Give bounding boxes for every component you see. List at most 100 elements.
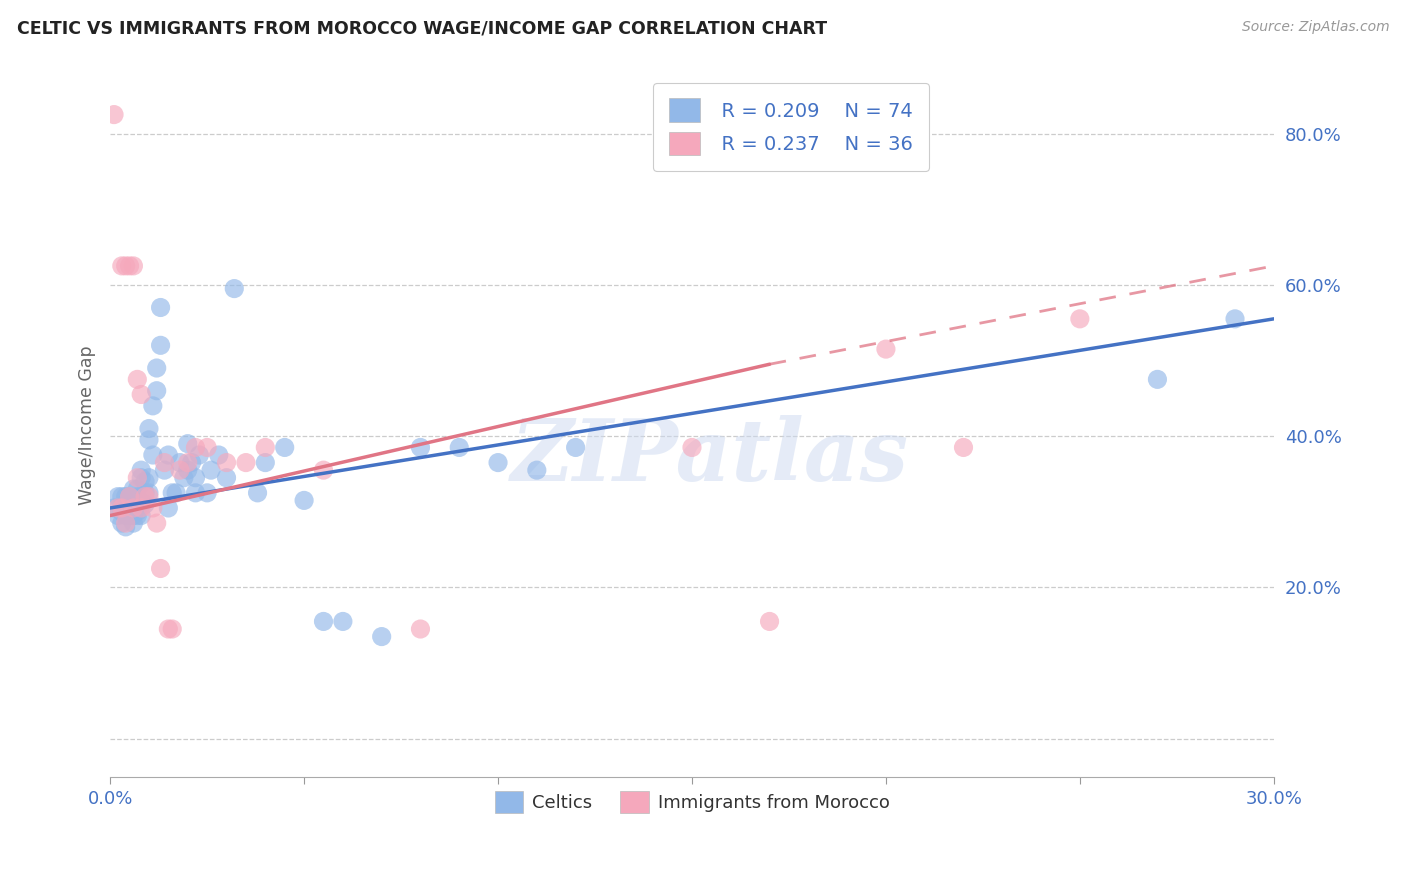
Point (145, 361, 167, 376)
Point (129, 500, 152, 515)
Point (149, 301, 172, 315)
Point (157, 622, 180, 636)
Point (142, 448, 165, 462)
Point (127, 493, 149, 508)
Point (111, 490, 134, 504)
Point (118, 490, 141, 504)
Point (142, 500, 165, 515)
Point (118, 508, 141, 523)
Point (169, 463, 191, 477)
Text: Source: ZipAtlas.com: Source: ZipAtlas.com (1241, 20, 1389, 34)
Text: ZIPatlas: ZIPatlas (510, 415, 908, 498)
Point (122, 500, 145, 515)
Point (952, 441, 974, 455)
Point (114, 516, 136, 530)
Point (173, 471, 195, 485)
Point (138, 433, 160, 447)
Point (134, 486, 156, 500)
Point (409, 441, 432, 455)
Point (138, 471, 160, 485)
Point (114, 505, 136, 519)
Point (254, 456, 277, 470)
Point (246, 486, 269, 500)
Point (195, 486, 218, 500)
Point (254, 441, 277, 455)
Point (122, 508, 145, 523)
Point (138, 421, 160, 435)
Legend: Celtics, Immigrants from Morocco: Celtics, Immigrants from Morocco (488, 784, 897, 821)
Point (235, 456, 257, 470)
Point (208, 448, 231, 462)
Point (103, 500, 125, 515)
Point (292, 493, 315, 508)
Point (129, 508, 152, 523)
Point (127, 508, 149, 523)
Point (758, 615, 780, 629)
Point (564, 441, 586, 455)
Point (129, 387, 152, 401)
Y-axis label: Wage/Income Gap: Wage/Income Gap (79, 345, 96, 505)
Point (118, 493, 141, 508)
Point (370, 630, 392, 644)
Point (681, 441, 703, 455)
Point (127, 471, 149, 485)
Point (177, 436, 200, 450)
Point (127, 482, 149, 496)
Point (145, 516, 167, 530)
Point (111, 500, 134, 515)
Point (215, 456, 238, 470)
Point (145, 384, 167, 398)
Point (142, 399, 165, 413)
Point (122, 493, 145, 508)
Point (114, 259, 136, 273)
Point (224, 282, 246, 296)
Point (177, 463, 200, 477)
Point (449, 441, 471, 455)
Point (138, 490, 160, 504)
Point (169, 456, 191, 470)
Point (273, 441, 295, 455)
Point (134, 475, 156, 489)
Point (114, 520, 136, 534)
Point (149, 338, 172, 352)
Point (111, 516, 134, 530)
Point (122, 259, 145, 273)
Point (153, 463, 176, 477)
Point (184, 486, 207, 500)
Point (195, 441, 218, 455)
Point (215, 471, 238, 485)
Point (409, 622, 432, 636)
Point (1223, 311, 1246, 326)
Point (114, 490, 136, 504)
Point (486, 456, 509, 470)
Point (180, 456, 202, 470)
Point (1069, 311, 1091, 326)
Point (312, 615, 335, 629)
Point (118, 490, 141, 504)
Text: CELTIC VS IMMIGRANTS FROM MOROCCO WAGE/INCOME GAP CORRELATION CHART: CELTIC VS IMMIGRANTS FROM MOROCCO WAGE/I… (17, 20, 827, 37)
Point (184, 441, 207, 455)
Point (1146, 372, 1168, 386)
Point (160, 486, 183, 500)
Point (114, 508, 136, 523)
Point (127, 490, 149, 504)
Point (129, 471, 152, 485)
Point (111, 505, 134, 519)
Point (312, 463, 335, 477)
Point (153, 456, 176, 470)
Point (138, 486, 160, 500)
Point (129, 463, 152, 477)
Point (134, 497, 156, 511)
Point (111, 259, 134, 273)
Point (118, 259, 141, 273)
Point (107, 508, 129, 523)
Point (127, 505, 149, 519)
Point (129, 497, 152, 511)
Point (122, 516, 145, 530)
Point (122, 505, 145, 519)
Point (134, 490, 156, 504)
Point (103, 107, 125, 121)
Point (165, 486, 187, 500)
Point (177, 456, 200, 470)
Point (129, 490, 152, 504)
